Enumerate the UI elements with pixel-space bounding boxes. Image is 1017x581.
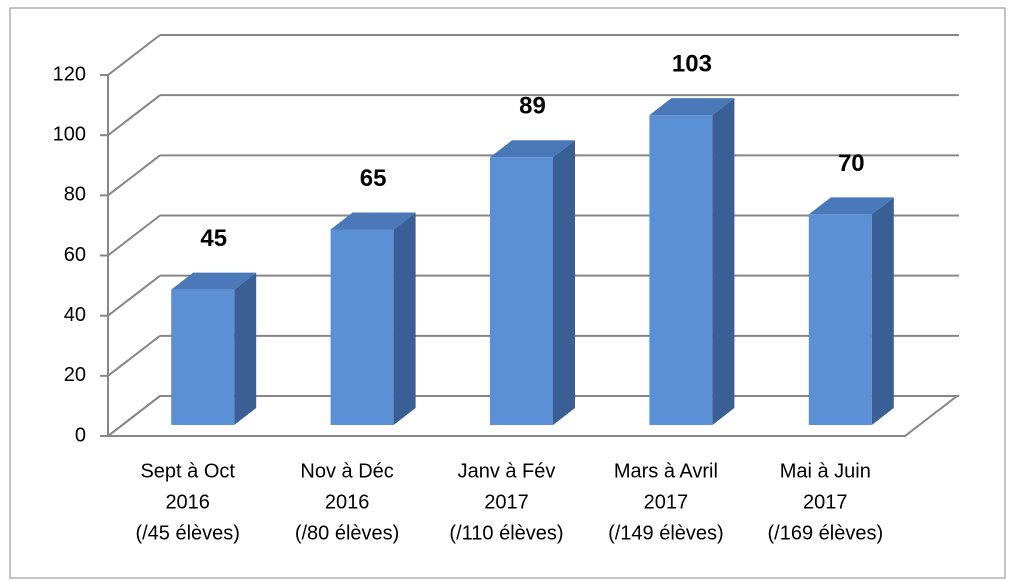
x-tick-label: Mars à Avril (614, 460, 718, 482)
bar (330, 229, 394, 425)
x-tick-label: 2017 (803, 491, 848, 513)
y-tick-label: 40 (64, 304, 86, 326)
grid-line (107, 335, 161, 377)
bar-top (171, 272, 257, 290)
bar (649, 115, 713, 426)
x-tick-label: Janv à Fév (458, 460, 556, 482)
data-label: 89 (519, 93, 546, 120)
grid-line (107, 154, 161, 197)
x-tick-label: 2016 (165, 491, 210, 513)
y-tick-label: 80 (64, 184, 86, 206)
data-label: 103 (672, 50, 712, 77)
x-tick-label: Sept à Oct (140, 460, 235, 482)
bar-side (393, 212, 416, 425)
data-label: 45 (200, 225, 227, 252)
data-label: 65 (360, 165, 387, 192)
x-tick-label: (/169 élèves) (767, 522, 883, 544)
y-tick-label: 60 (64, 244, 86, 266)
bar-top (490, 140, 575, 158)
bar-side (553, 140, 575, 425)
x-tick-label: (/45 élèves) (135, 522, 240, 544)
grid-line (107, 274, 161, 317)
bar (171, 289, 235, 425)
bar (490, 157, 553, 425)
x-tick-label: (/110 élèves) (449, 522, 563, 544)
x-tick-label: (/149 élèves) (608, 522, 724, 544)
x-tick-label: Nov à Déc (300, 460, 393, 482)
bar-top (808, 197, 894, 215)
y-tick-label: 120 (53, 63, 86, 85)
x-tick-label: Mai à Juin (780, 460, 871, 482)
data-label: 70 (838, 150, 865, 177)
y-tick-label: 0 (75, 424, 86, 446)
bar-top (330, 212, 416, 230)
grid-line (107, 34, 161, 76)
x-tick-label: 2016 (325, 491, 370, 513)
bar-side (234, 272, 257, 425)
y-tick-label: 100 (53, 123, 86, 145)
x-tick-label: 2017 (644, 491, 689, 513)
bar-side (871, 197, 894, 425)
y-tick-label: 20 (64, 364, 86, 386)
grid-line (107, 214, 161, 257)
grid-line (107, 94, 161, 136)
bar (808, 214, 872, 425)
bar-side (712, 98, 735, 426)
bar-top (649, 98, 735, 116)
grid-line (107, 395, 161, 437)
x-tick-label: 2017 (484, 491, 529, 513)
x-tick-label: (/80 élèves) (295, 522, 400, 544)
